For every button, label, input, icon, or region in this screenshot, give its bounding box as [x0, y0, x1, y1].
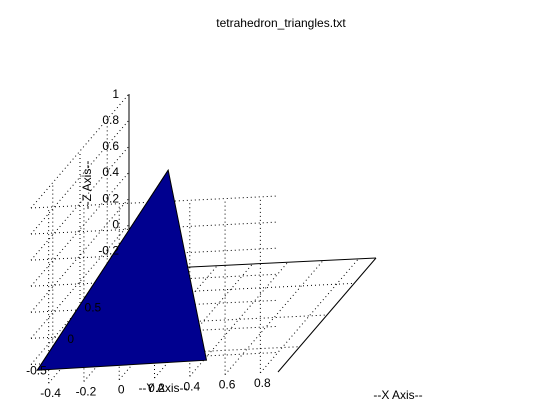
x-tick-label-1: -0.2: [76, 384, 97, 398]
z-tick-label-4: 0.6: [102, 139, 119, 153]
ticks-layer: -0.2 0 0.2 0.4 0.6 0.8 1 -0.5 0 0.5 -0.4 -0.2 0 0.2 0.…: [26, 87, 271, 400]
z-axis-label: --Z Axis--: [80, 161, 94, 210]
x-tick-label-2: 0: [118, 383, 125, 397]
z-tick-label-0: -0.2: [98, 243, 119, 257]
blue-face: [36, 168, 208, 371]
x-tick-label-3: 0.2: [148, 381, 165, 395]
grid-floor-x-6: [259, 258, 359, 374]
y-axis-line-front: [277, 257, 377, 373]
x-tick-label-0: -0.4: [40, 386, 61, 400]
plot-title: tetrahedron_triangles.txt: [216, 16, 346, 30]
x-axis-label: --X Axis--: [373, 388, 422, 402]
faces-layer: [36, 168, 208, 371]
y-tick-label-2: 0.5: [85, 300, 102, 314]
z-tick-label-5: 0.8: [102, 113, 119, 127]
x-tick-label-5: 0.6: [219, 378, 236, 392]
y-axis-label: --Y Axis--: [138, 381, 187, 395]
x-tick-label-4: 0.4: [183, 379, 200, 393]
x-tick-label-6: 0.8: [254, 376, 271, 390]
z-tick-label-6: 1: [112, 87, 119, 101]
y-tick-label-1: 0: [67, 332, 74, 346]
z-tick-label-3: 0.4: [102, 165, 119, 179]
y-tick-label-0: -0.5: [26, 364, 47, 378]
z-tick-label-2: 0.2: [102, 191, 119, 205]
z-tick-label-1: 0: [112, 217, 119, 231]
